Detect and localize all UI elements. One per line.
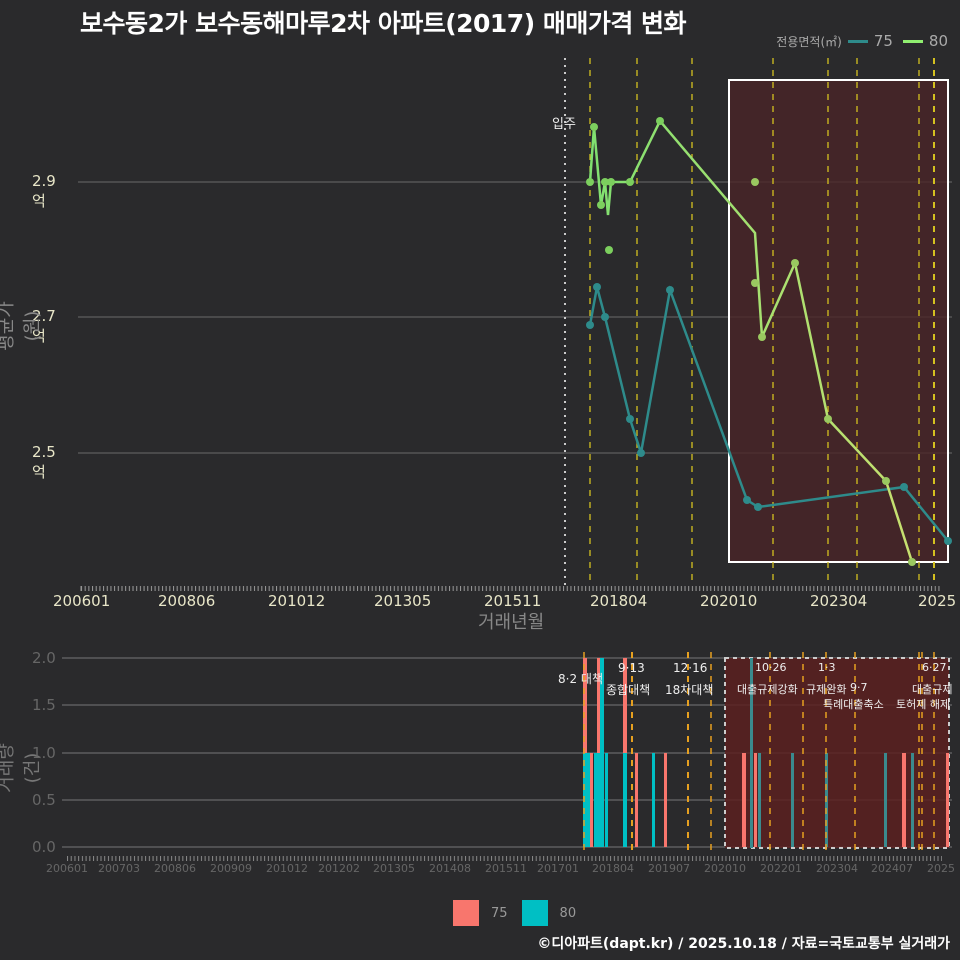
xtick: 201804 [590, 592, 648, 610]
top-x-ticks [80, 586, 942, 591]
series-75-points [586, 283, 952, 545]
policy-12-16-date: 12·16 [673, 661, 708, 675]
policy-6-27-name: 대출규제 [912, 683, 953, 696]
xtick: 201305 [374, 592, 432, 610]
xtick: 201408 [429, 862, 471, 875]
policy-6-27-date: 6·27 [922, 661, 947, 674]
xtick: 201907 [648, 862, 690, 875]
policy-10-26-date: 10·26 [755, 661, 787, 674]
xtick: 201511 [484, 592, 542, 610]
policy-vlines-top [589, 58, 935, 585]
xtick: 201012 [266, 862, 308, 875]
move-in-annotation: 입주 [552, 117, 576, 132]
legend-title: 전용면적(㎡) [776, 34, 842, 49]
xtick: 2025 [927, 862, 955, 875]
policy-9-7-name: 특례대출축소 [823, 698, 884, 711]
policy-9-13-date: 9·13 [618, 661, 645, 675]
ytick-2.9: 2.9억 [32, 172, 56, 210]
xtick: 200806 [154, 862, 196, 875]
xtick: 202407 [871, 862, 913, 875]
xtick: 202304 [816, 862, 858, 875]
policy-10-26-name: 대출규제강화 [737, 683, 798, 696]
bottom-x-ticks [66, 856, 942, 861]
legend-75-swatch-icon [847, 39, 868, 43]
legend-top: 전용면적(㎡) 75 80 [776, 32, 952, 50]
xtick: 200806 [158, 592, 216, 610]
legend-80-square-icon [521, 900, 548, 926]
xtick: 202010 [704, 862, 746, 875]
xtick: 201305 [373, 862, 415, 875]
policy-1-3-name: 규제완화 [806, 683, 847, 696]
xtick: 2025 [918, 592, 957, 610]
xtick: 200703 [98, 862, 140, 875]
xtick: 201511 [485, 862, 527, 875]
xtick: 200909 [210, 862, 252, 875]
policy-vlines-bottom [583, 652, 935, 855]
series-80-points [586, 117, 664, 254]
legend-80-label: 80 [928, 32, 948, 50]
policy-1-3-date: 1·3 [818, 661, 836, 674]
legend-80-swatch-icon [902, 39, 923, 43]
xtick: 201804 [592, 862, 634, 875]
x-axis-title-top: 거래년월 [478, 612, 545, 633]
chart-title: 보수동2가 보수동해마루2차 아파트(2017) 매매가격 변화 [80, 9, 687, 38]
ytick: 1.0 [32, 744, 56, 762]
series-75-line [588, 285, 949, 542]
xtick: 202201 [760, 862, 802, 875]
legend-75-label: 75 [873, 32, 893, 50]
ytick-2.5: 2.5억 [32, 443, 56, 481]
policy-toheoje: 토허제 해제 [896, 698, 951, 711]
y-axis-title-top: 평균가(원) [0, 301, 43, 351]
ytick: 2.0 [32, 649, 56, 667]
xtick: 202304 [810, 592, 868, 610]
xtick: 200601 [46, 862, 88, 875]
xtick: 201012 [268, 592, 326, 610]
footer-credit: ©디아파트(dapt.kr) / 2025.10.18 / 자료=국토교통부 실… [537, 936, 950, 952]
legend-75-square-icon [453, 900, 479, 926]
legend-80-label: 80 [559, 905, 577, 921]
xtick: 202010 [700, 592, 758, 610]
policy-12-16-name: 18차대책 [665, 683, 714, 697]
legend-bottom: 75 80 [453, 900, 590, 926]
ytick: 0.0 [32, 838, 56, 856]
policy-9-7-date: 9·7 [850, 681, 868, 694]
xtick: 200601 [53, 592, 111, 610]
xtick: 201202 [318, 862, 360, 875]
xtick: 201701 [537, 862, 579, 875]
ytick: 0.5 [32, 791, 56, 809]
bars-75 [583, 658, 949, 847]
legend-75-label: 75 [491, 905, 508, 921]
series-80-points-highlight [751, 178, 916, 566]
highlight-box [728, 79, 949, 563]
policy-8-2: 8·2 대책 [558, 672, 603, 686]
ytick: 1.5 [32, 696, 56, 714]
ytick-2.7: 2.7억 [32, 307, 56, 345]
policy-9-13-name: 종합대책 [606, 683, 651, 697]
bars-80 [583, 658, 655, 847]
